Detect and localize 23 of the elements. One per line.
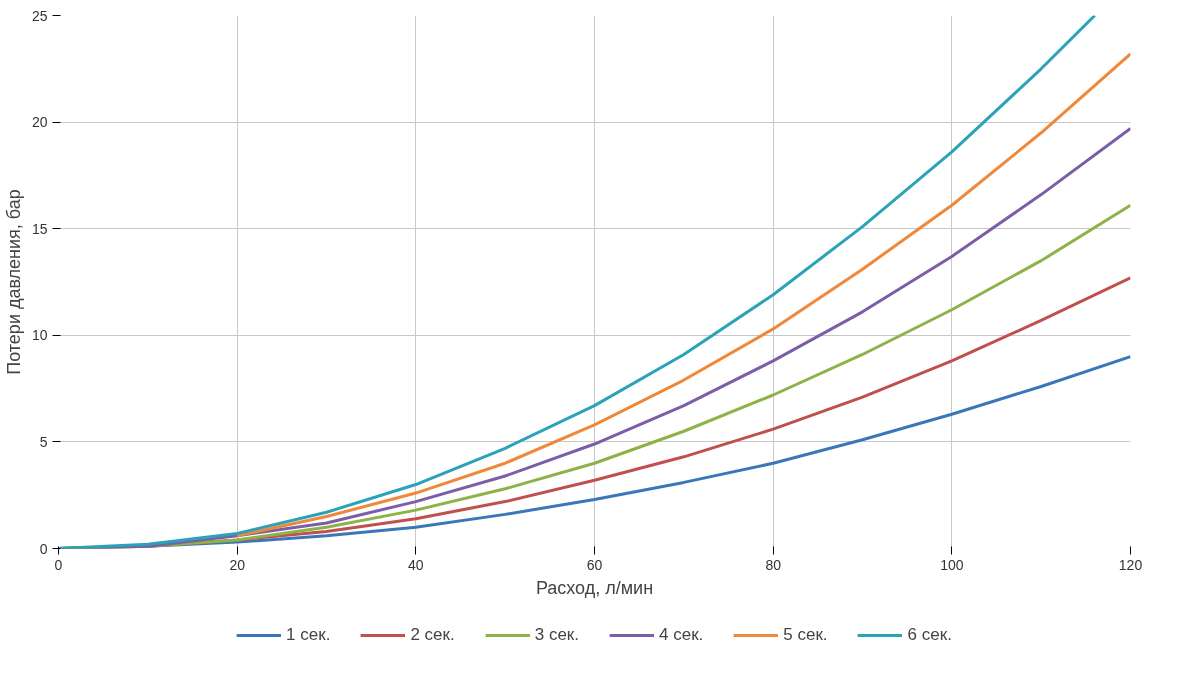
x-tick-label: 0 (54, 556, 63, 573)
x-tick-label: 60 (586, 556, 603, 573)
x-tick-label: 120 (1118, 556, 1143, 573)
x-tick-label: 80 (765, 556, 782, 573)
y-axis-title: Потери давления, бар (3, 189, 24, 375)
x-tick-label: 20 (229, 556, 246, 573)
y-tick-label: 20 (31, 114, 48, 131)
legend-label: 1 сек. (286, 625, 331, 645)
y-tick-label: 15 (31, 220, 48, 237)
x-axis-title: Расход, л/мин (535, 577, 654, 598)
line-series (58, 15, 1097, 549)
legend-label: 2 сек. (410, 625, 455, 645)
line-series (235, 52, 1131, 538)
y-tick-label: 25 (31, 7, 48, 24)
legend-label: 3 сек. (534, 625, 579, 645)
y-tick-label: 10 (31, 327, 48, 344)
x-tick-label: 40 (408, 556, 424, 573)
legend-label: 4 сек. (659, 625, 704, 645)
legend-label: 6 сек. (907, 625, 952, 645)
legend-label: 5 сек. (783, 625, 828, 645)
x-tick-label: 100 (940, 556, 964, 573)
y-tick-label: 5 (39, 433, 48, 450)
y-tick-label: 0 (39, 540, 48, 557)
